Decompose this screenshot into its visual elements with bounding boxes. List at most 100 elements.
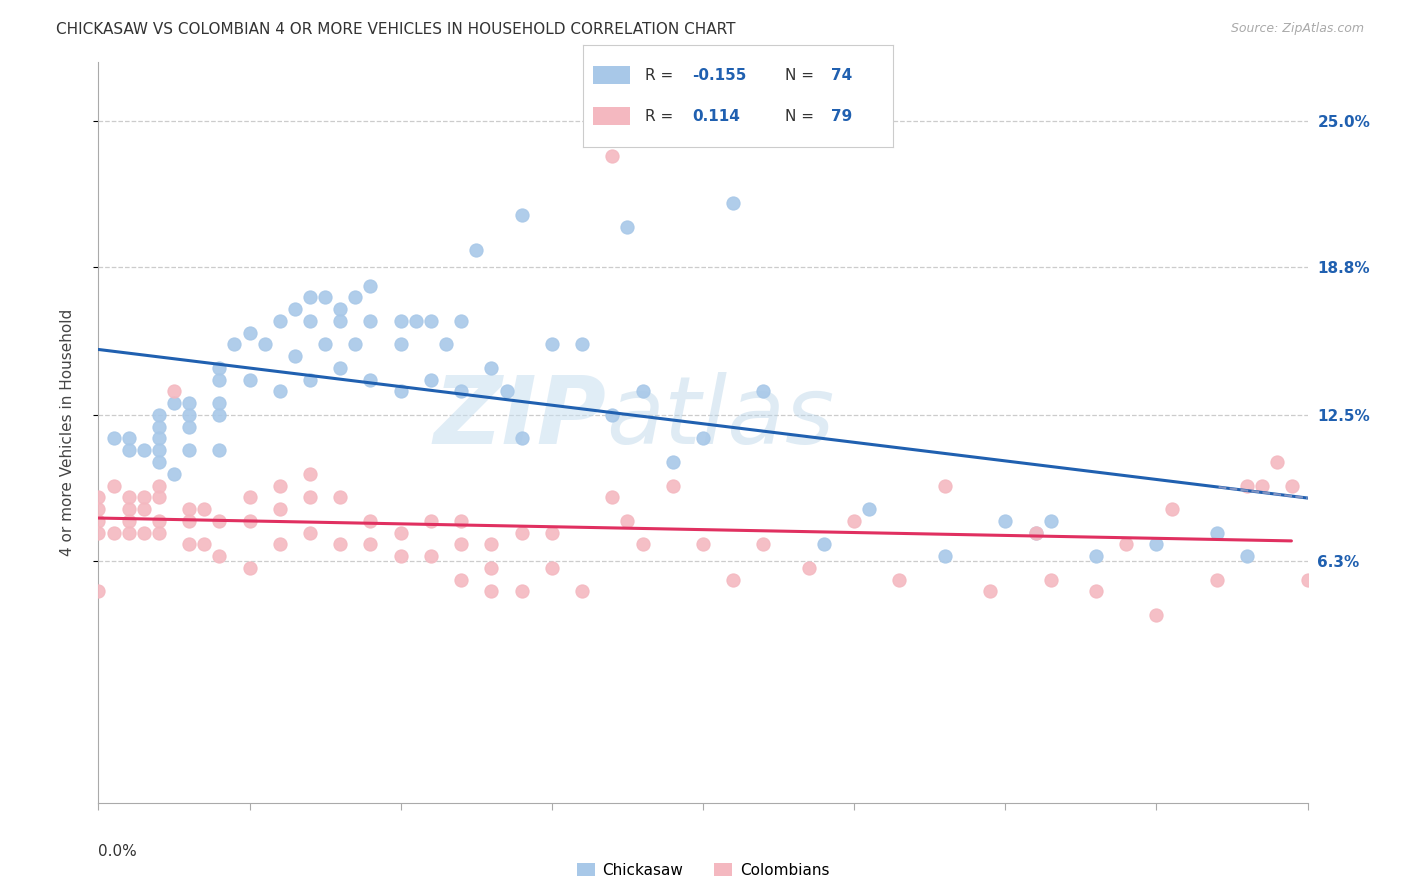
- Legend: Chickasaw, Colombians: Chickasaw, Colombians: [571, 856, 835, 884]
- Point: [299, 314, 322, 328]
- Point: [602, 408, 624, 422]
- Point: [193, 502, 215, 516]
- Point: [616, 514, 638, 528]
- Point: [299, 490, 322, 504]
- Text: 0.0%: 0.0%: [98, 844, 138, 858]
- Point: [360, 373, 382, 387]
- Point: [797, 561, 820, 575]
- Text: R =: R =: [645, 68, 673, 83]
- Point: [389, 525, 412, 540]
- Point: [344, 337, 367, 351]
- Point: [1206, 525, 1229, 540]
- Point: [208, 373, 231, 387]
- Point: [1144, 607, 1167, 622]
- Point: [616, 219, 638, 234]
- Point: [329, 361, 352, 376]
- Point: [1267, 455, 1289, 469]
- Point: [450, 573, 472, 587]
- Point: [208, 443, 231, 458]
- Point: [329, 537, 352, 551]
- Point: [148, 432, 170, 446]
- Point: [103, 478, 125, 492]
- Point: [148, 490, 170, 504]
- Point: [481, 561, 503, 575]
- Point: [329, 490, 352, 504]
- Point: [979, 584, 1001, 599]
- Text: N =: N =: [785, 68, 814, 83]
- Point: [389, 314, 412, 328]
- Point: [269, 478, 291, 492]
- Point: [481, 584, 503, 599]
- Point: [148, 455, 170, 469]
- Point: [299, 525, 322, 540]
- Point: [631, 384, 654, 399]
- Text: atlas: atlas: [606, 372, 835, 463]
- Point: [1085, 584, 1108, 599]
- Point: [208, 361, 231, 376]
- Point: [450, 514, 472, 528]
- Point: [179, 443, 201, 458]
- Point: [1160, 502, 1182, 516]
- Point: [420, 314, 443, 328]
- Point: [148, 408, 170, 422]
- Point: [284, 349, 307, 363]
- Point: [1251, 478, 1274, 492]
- FancyBboxPatch shape: [593, 107, 630, 125]
- Point: [540, 337, 562, 351]
- Text: CHICKASAW VS COLOMBIAN 4 OR MORE VEHICLES IN HOUSEHOLD CORRELATION CHART: CHICKASAW VS COLOMBIAN 4 OR MORE VEHICLE…: [56, 22, 735, 37]
- Point: [1296, 573, 1319, 587]
- Point: [179, 537, 201, 551]
- Point: [299, 467, 322, 481]
- Point: [208, 408, 231, 422]
- Text: -0.155: -0.155: [692, 68, 747, 83]
- Point: [858, 502, 880, 516]
- Point: [631, 537, 654, 551]
- Point: [481, 537, 503, 551]
- Point: [1024, 525, 1046, 540]
- Point: [1236, 478, 1258, 492]
- Text: 79: 79: [831, 109, 852, 124]
- Point: [723, 573, 745, 587]
- Point: [148, 525, 170, 540]
- Text: N =: N =: [785, 109, 814, 124]
- Point: [132, 443, 155, 458]
- Point: [752, 537, 775, 551]
- Point: [360, 514, 382, 528]
- Point: [389, 549, 412, 563]
- Text: 0.114: 0.114: [692, 109, 740, 124]
- Point: [179, 419, 201, 434]
- Point: [148, 419, 170, 434]
- Point: [87, 525, 110, 540]
- Point: [1281, 478, 1303, 492]
- Point: [510, 584, 533, 599]
- Point: [148, 443, 170, 458]
- FancyBboxPatch shape: [593, 66, 630, 84]
- Point: [269, 537, 291, 551]
- Point: [450, 537, 472, 551]
- Point: [934, 549, 956, 563]
- Point: [224, 337, 246, 351]
- Point: [193, 537, 215, 551]
- Point: [118, 432, 141, 446]
- Point: [269, 384, 291, 399]
- Text: Source: ZipAtlas.com: Source: ZipAtlas.com: [1230, 22, 1364, 36]
- Point: [118, 443, 141, 458]
- Point: [994, 514, 1017, 528]
- Point: [314, 337, 336, 351]
- Point: [239, 514, 262, 528]
- Point: [179, 396, 201, 410]
- Point: [420, 514, 443, 528]
- Point: [510, 432, 533, 446]
- Point: [1039, 573, 1062, 587]
- Point: [208, 396, 231, 410]
- Point: [752, 384, 775, 399]
- Point: [239, 373, 262, 387]
- Point: [299, 373, 322, 387]
- Point: [148, 478, 170, 492]
- Point: [208, 514, 231, 528]
- Point: [510, 525, 533, 540]
- Point: [510, 208, 533, 222]
- Point: [103, 432, 125, 446]
- Point: [889, 573, 911, 587]
- Point: [314, 290, 336, 304]
